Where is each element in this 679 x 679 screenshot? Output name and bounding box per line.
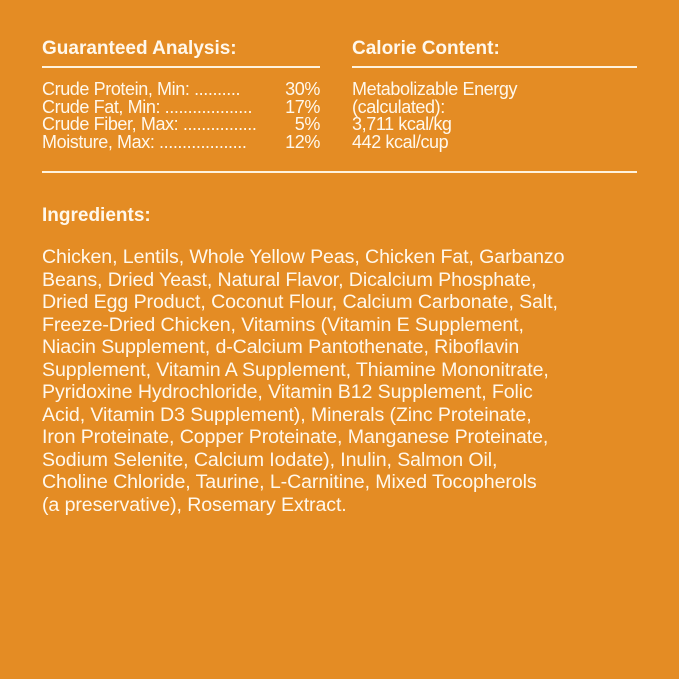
row-value: 12% [285,131,320,152]
calorie-line: 442 kcal/cup [352,131,449,152]
row-value: 5% [294,114,321,134]
row-value: 17% [285,96,320,117]
row-label: Crude Fiber, Max: ................ [42,114,257,134]
ingredients-line: Freeze-Dried Chicken, Vitamins (Vitamin … [42,313,524,336]
analysis-row: Crude Fiber, Max: ................ 5% [42,114,321,134]
divider [42,171,637,173]
analysis-row: Moisture, Max: ................... 12% [42,131,320,152]
row-label: Crude Fat, Min: ................... [42,96,253,117]
analysis-row: Crude Protein, Min: .......... 30% [42,79,320,99]
calorie-line: (calculated): [352,96,445,117]
divider [352,66,637,68]
calorie-line: 3,711 kcal/kg [352,114,452,134]
ingredients-line: Beans, Dried Yeast, Natural Flavor, Dica… [42,268,537,291]
ingredients-heading: Ingredients: [42,205,151,226]
ingredients-line: Pyridoxine Hydrochloride, Vitamin B12 Su… [42,381,533,403]
row-label: Crude Protein, Min: .......... [42,79,241,99]
ingredients-line: Sodium Selenite, Calcium Iodate), Inulin… [42,448,498,471]
ingredients-line: Supplement, Vitamin A Supplement, Thiami… [42,358,549,381]
calorie-content: Metabolizable Energy (calculated): 3,711… [352,79,518,152]
analysis-row: Crude Fat, Min: ................... 17% [42,96,320,117]
ingredients-line: Chicken, Lentils, Whole Yellow Peas, Chi… [42,246,565,268]
ingredients-line: Dried Egg Product, Coconut Flour, Calciu… [42,291,558,313]
row-label: Moisture, Max: ................... [42,131,247,152]
calorie-content-heading: Calorie Content: [352,38,500,59]
ingredients-line: (a preservative), Rosemary Extract. [42,493,347,516]
calorie-line: Metabolizable Energy [352,79,518,99]
ingredients-line: Niacin Supplement, d-Calcium Pantothenat… [42,336,520,358]
divider [42,66,320,68]
ingredients-line: Iron Proteinate, Copper Proteinate, Mang… [42,426,549,448]
ingredients-line: Choline Chloride, Taurine, L-Carnitine, … [42,471,537,493]
row-value: 30% [285,79,320,99]
ingredients-line: Acid, Vitamin D3 Supplement), Minerals (… [42,403,532,426]
analysis-table: Crude Protein, Min: .......... 30% Crude … [42,79,321,152]
guaranteed-analysis-heading: Guaranteed Analysis: [42,38,237,59]
ingredients-list: Chicken, Lentils, Whole Yellow Peas, Chi… [42,246,565,516]
